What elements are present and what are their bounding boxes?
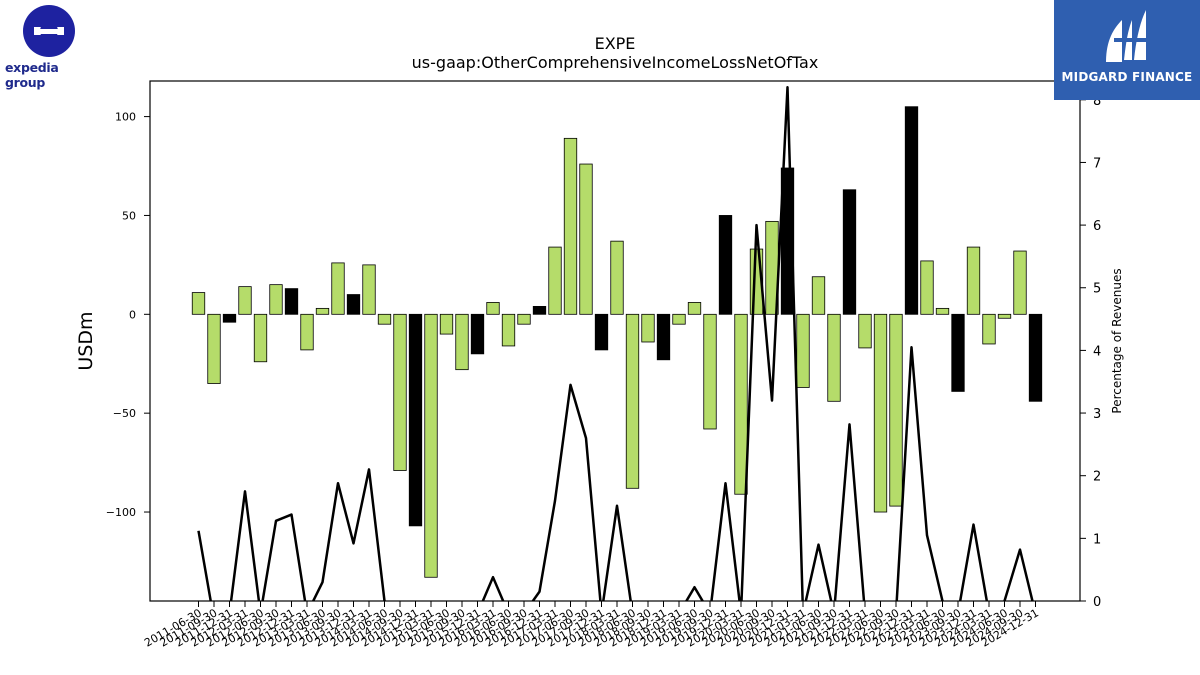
expedia-logo: expedia group <box>0 0 100 90</box>
plot-frame <box>149 80 1081 602</box>
y2-tick-label: 7 <box>1093 156 1101 171</box>
bar <box>501 313 516 347</box>
y2-tick-label: 8 <box>1093 94 1101 109</box>
bar <box>455 313 469 371</box>
bar <box>486 302 500 315</box>
bar <box>997 313 1012 319</box>
bar <box>796 313 810 388</box>
bar <box>672 313 686 325</box>
bar <box>238 286 252 315</box>
midgard-logo: MIDGARD FINANCE <box>1054 0 1200 100</box>
bar <box>718 215 733 315</box>
bar <box>439 313 454 335</box>
bar <box>920 260 934 315</box>
bar <box>904 106 919 315</box>
bar <box>951 313 965 392</box>
expedia-logo-text: expedia group <box>5 60 59 90</box>
y-tick-label: 50 <box>122 209 136 222</box>
bar <box>222 313 237 323</box>
bar <box>393 313 407 471</box>
bar <box>982 313 996 345</box>
bar <box>827 313 841 402</box>
midgard-logo-text: MIDGARD FINANCE <box>1061 70 1193 84</box>
bar-group <box>191 106 1043 578</box>
y-tick-label: −50 <box>113 407 136 420</box>
bar <box>966 246 981 315</box>
series-line <box>197 86 1034 601</box>
y2-tick-label: 5 <box>1093 282 1101 297</box>
bar <box>362 264 376 315</box>
bar <box>858 313 872 349</box>
bar <box>811 276 826 315</box>
y-axis-ticks: −100 −50 0 50 100 <box>106 111 150 519</box>
bar <box>377 313 392 325</box>
bar <box>873 313 888 513</box>
y2-axis-label: Percentage of Revenues <box>1110 268 1124 413</box>
bar <box>284 288 299 315</box>
y-tick-label: 0 <box>129 308 136 321</box>
bar <box>1013 250 1027 315</box>
bar <box>269 284 283 315</box>
bar <box>610 240 624 315</box>
bar <box>889 313 903 507</box>
bar <box>641 313 655 343</box>
y2-tick-label: 3 <box>1093 407 1101 422</box>
bar <box>579 163 593 315</box>
bar <box>331 262 345 315</box>
bar <box>842 189 857 315</box>
bar <box>424 313 438 578</box>
bar <box>703 313 717 430</box>
bar <box>1028 313 1043 402</box>
bar <box>191 292 206 315</box>
y2-tick-label: 2 <box>1093 470 1101 485</box>
bar <box>687 302 702 315</box>
bar <box>935 307 950 315</box>
y-axis-label: USDm <box>75 311 97 370</box>
bar <box>346 294 361 315</box>
y-tick-label: −100 <box>106 506 136 519</box>
bar <box>470 313 485 355</box>
expedia-e-icon <box>23 5 75 57</box>
y2-tick-label: 6 <box>1093 219 1101 234</box>
midgard-mark-icon <box>1106 10 1150 62</box>
bar <box>300 313 314 351</box>
line-group <box>197 86 1034 601</box>
bar <box>532 305 547 315</box>
y2-tick-label: 4 <box>1093 344 1101 359</box>
bar <box>734 313 748 495</box>
bar <box>207 313 221 384</box>
y-tick-label: 100 <box>115 111 136 124</box>
y2-tick-label: 0 <box>1093 595 1101 610</box>
bar <box>656 313 671 361</box>
chart-title: EXPE <box>595 34 636 53</box>
chart-subtitle: us-gaap:OtherComprehensiveIncomeLossNetO… <box>412 53 819 72</box>
bar <box>625 313 640 489</box>
bar <box>253 313 268 363</box>
bar <box>315 307 330 315</box>
bar <box>594 313 609 351</box>
x-axis-ticks: 2011-06-302011-09-302011-12-312012-03-31… <box>142 601 1041 650</box>
y2-axis-ticks: 0 1 2 3 4 5 6 7 8 <box>1080 94 1101 610</box>
y2-tick-label: 1 <box>1093 532 1101 547</box>
bar <box>563 137 578 315</box>
bar <box>548 246 562 315</box>
bar <box>408 313 423 527</box>
bar <box>517 313 531 325</box>
